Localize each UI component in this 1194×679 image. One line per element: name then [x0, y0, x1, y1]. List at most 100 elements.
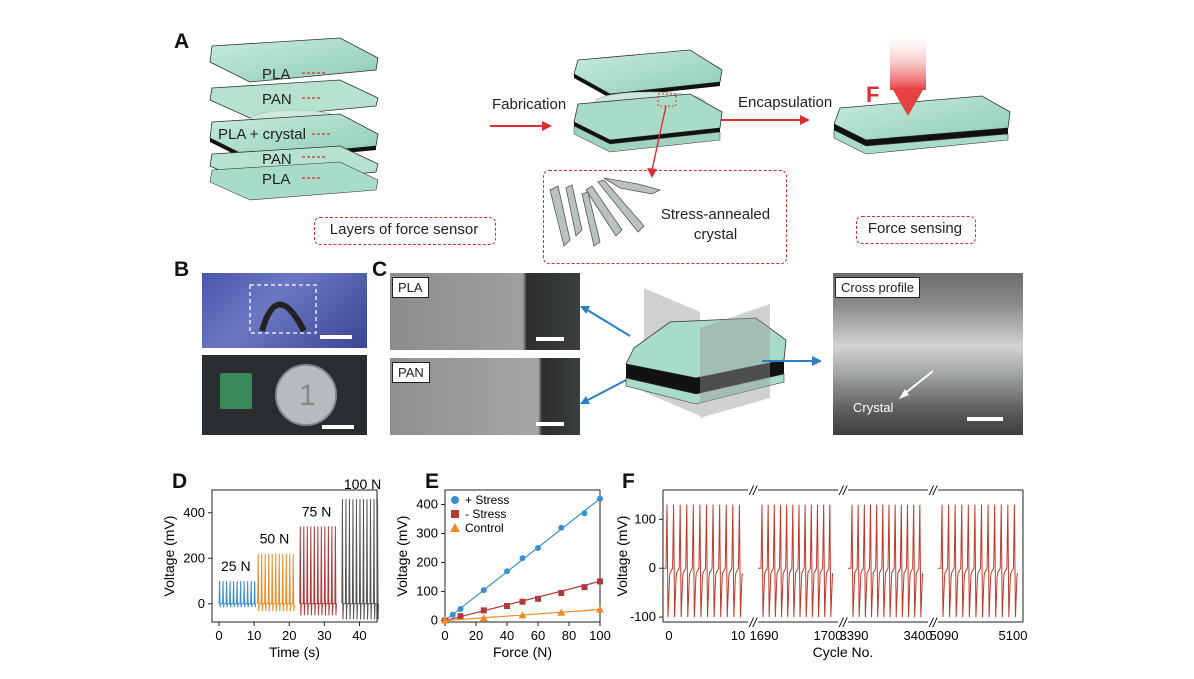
scale-bar: [967, 417, 1003, 421]
data-point: [519, 598, 526, 605]
sem-pan-image: PAN: [390, 358, 580, 435]
crystal-caption: Stress-annealed crystal: [660, 206, 771, 243]
cycle-trace-2: [758, 504, 834, 618]
axis-break-top: //: [748, 483, 758, 498]
x-axis-label: Force (N): [493, 644, 552, 660]
final-sensor: [833, 30, 1011, 155]
sem-pla-label: PLA: [392, 277, 429, 298]
y-tick-label: -100: [630, 609, 656, 624]
y-axis-label: Voltage (mV): [615, 516, 630, 597]
series-4-trace: [341, 499, 380, 620]
chart-e: 0 20 40 60 80 100 0 100 200 300 400 Force (N) Voltag…: [395, 489, 611, 660]
x-tick-label: 10: [731, 628, 745, 643]
layer-label-pla-bottom: PLA: [262, 171, 291, 188]
scale-bar: [536, 422, 564, 426]
data-point: [479, 614, 488, 622]
y-axis-label: Voltage (mV): [161, 516, 177, 597]
x-tick-label: 3400: [904, 628, 933, 643]
data-point: [558, 589, 565, 596]
legend-label: Control: [465, 521, 504, 535]
series-label: 25 N: [221, 558, 251, 574]
fabricated-stack: [573, 49, 723, 178]
data-point: [480, 607, 487, 614]
data-point: [519, 555, 526, 562]
cycle-trace-1: [663, 504, 743, 618]
data-point: [504, 568, 510, 575]
chart-f: 0 10////1690 1700////3390 3400////5090 5100-…: [615, 483, 1028, 660]
layers-caption-box: [314, 217, 496, 245]
y-tick-label: 400: [183, 505, 205, 520]
axis-break-bottom: //: [928, 615, 938, 630]
bent-sensor-photo: [202, 273, 367, 348]
x-tick-label: 40: [500, 628, 514, 643]
x-tick-label: 100: [589, 628, 611, 643]
y-tick-label: 200: [183, 550, 205, 565]
panel-letter-b: B: [174, 258, 190, 281]
data-point: [457, 605, 464, 612]
y-tick-label: 100: [416, 584, 438, 599]
y-tick-label: 200: [416, 555, 438, 570]
y-tick-label: 300: [416, 526, 438, 541]
plot-frame: [444, 489, 601, 623]
data-point: [596, 605, 604, 613]
y-tick-label: 0: [649, 560, 656, 575]
cross-profile-sem-image: Cross profile Crystal: [833, 273, 1023, 435]
layer-label-pan-top: PAN: [262, 91, 292, 108]
legend-marker: [451, 510, 459, 518]
sensing-caption-box: [856, 216, 976, 244]
fabrication-label: Fabrication: [492, 96, 567, 113]
layer-label-pla-top: PLA: [262, 66, 291, 83]
x-tick-label: 40: [352, 628, 366, 643]
panel-letter-a: A: [174, 30, 190, 53]
crystal-illustration: [549, 177, 662, 247]
force-symbol: F: [866, 82, 880, 107]
legend-marker: [450, 523, 460, 532]
series-1-trace: [218, 581, 257, 608]
series-label: 100 N: [344, 478, 381, 492]
x-tick-label: 20: [282, 628, 296, 643]
legend-label: + Stress: [465, 493, 509, 507]
process-arrow-1: [490, 121, 552, 131]
data-point: [504, 603, 510, 610]
cross-profile-label: Cross profile: [835, 277, 920, 298]
x-tick-label: 60: [531, 628, 545, 643]
panel-letter-c: C: [372, 258, 388, 281]
y-tick-label: 400: [416, 497, 438, 512]
data-point: [457, 613, 464, 620]
crystal-annotation: Crystal: [853, 400, 894, 415]
data-point: [480, 587, 487, 594]
y-tick-label: 0: [198, 596, 205, 611]
panel-c-sensor-illustration: [580, 288, 822, 418]
x-tick-label: 0: [215, 628, 222, 643]
x-tick-label: 20: [469, 628, 483, 643]
series-3-trace: [299, 526, 337, 616]
x-tick-label: 5090: [930, 628, 959, 643]
sem-pan-label: PAN: [392, 362, 430, 383]
y-tick-label: 100: [634, 511, 656, 526]
y-axis-label: Voltage (mV): [395, 516, 410, 597]
process-arrow-2: [720, 115, 810, 125]
panel-a-illustration: [209, 30, 1011, 247]
data-point: [581, 510, 588, 517]
x-tick-label: 3390: [840, 628, 869, 643]
x-tick-label: 0: [441, 628, 448, 643]
data-point: [535, 545, 541, 552]
panel-letter-e: E: [425, 470, 440, 493]
panel-letter-d: D: [172, 470, 188, 493]
series-label: 75 N: [302, 503, 332, 519]
x-tick-label: 0: [665, 628, 672, 643]
data-point: [558, 524, 565, 531]
data-point: [535, 595, 541, 602]
series-label: 50 N: [260, 531, 290, 547]
data-point: [581, 584, 588, 591]
data-point: [518, 611, 527, 619]
sensing-caption: Force sensing: [867, 220, 963, 237]
x-tick-label: 5100: [999, 628, 1028, 643]
layers-caption: Layers of force sensor: [329, 221, 479, 238]
axis-break-bottom: //: [748, 615, 758, 630]
y-tick-label: 0: [431, 613, 438, 628]
data-point: [449, 611, 456, 618]
svg-text:1: 1: [299, 379, 316, 412]
panel-letter-f: F: [622, 470, 635, 493]
